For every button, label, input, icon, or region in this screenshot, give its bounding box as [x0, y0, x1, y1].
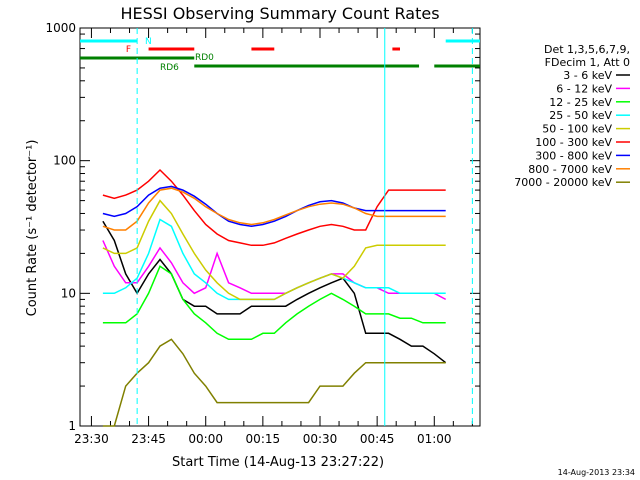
- y-tick-label: 10: [61, 286, 76, 300]
- y-axis-label: Count Rate (s⁻¹ detector⁻¹): [25, 140, 40, 317]
- y-tick-label: 1: [68, 419, 76, 433]
- legend-label: 25 - 50 keV: [549, 109, 612, 122]
- legend-header-line1: Det 1,3,5,6,7,9,: [544, 43, 630, 56]
- series-line-0: [102, 220, 447, 364]
- footer-timestamp: 14-Aug-2013 23:34: [558, 468, 635, 477]
- x-tick-label: 00:00: [188, 432, 223, 446]
- flag-label-f: F: [126, 45, 131, 55]
- x-tick-label: 23:45: [131, 432, 166, 446]
- y-axis-ticks: 1 10 100 1000: [45, 21, 480, 433]
- series-line-1: [102, 240, 447, 301]
- legend-label: 100 - 300 keV: [535, 136, 612, 149]
- series-line-4: [102, 199, 446, 301]
- y-tick-label: 100: [53, 154, 76, 168]
- legend-label: 7000 - 20000 keV: [514, 176, 612, 189]
- legend-label: 300 - 800 keV: [535, 149, 612, 162]
- series-line-8: [102, 338, 446, 427]
- x-tick-label: 00:15: [246, 432, 281, 446]
- legend-label: 50 - 100 keV: [542, 123, 612, 136]
- x-tick-label: 01:00: [417, 432, 452, 446]
- legend-label: 12 - 25 keV: [549, 96, 612, 109]
- series-line-2: [102, 265, 446, 341]
- x-tick-label: 00:30: [303, 432, 338, 446]
- series-line-5: [102, 168, 446, 247]
- plot-area: 1 10 100 1000 23:30 23:45 00:00 00:15 00:30 00:4…: [45, 21, 481, 446]
- x-tick-label: 23:30: [74, 432, 109, 446]
- flag-label-rd6: RD6: [160, 63, 179, 73]
- y-tick-label: 1000: [45, 21, 76, 35]
- series-line-7: [102, 187, 446, 231]
- chart-title: HESSI Observing Summary Count Rates: [120, 4, 439, 23]
- plot-frame: [79, 27, 481, 427]
- series-line-3: [102, 218, 446, 301]
- x-axis-ticks: 23:30 23:45 00:00 00:15 00:30 00:45 01:00: [74, 28, 473, 446]
- flag-label-rd0: RD0: [195, 53, 214, 63]
- x-axis-label: Start Time (14-Aug-13 23:27:22): [172, 455, 384, 470]
- legend-label: 6 - 12 keV: [556, 82, 612, 95]
- series-line-6: [102, 185, 446, 228]
- legend-header-line2: FDecim 1, Att 0: [545, 56, 630, 69]
- legend-label: 800 - 7000 keV: [528, 163, 612, 176]
- legend: Det 1,3,5,6,7,9, FDecim 1, Att 0 3 - 6 k…: [514, 43, 630, 189]
- series-lines: [102, 168, 447, 427]
- flag-label-n: N: [145, 37, 152, 47]
- vertical-markers: [136, 28, 473, 426]
- x-tick-label: 00:45: [360, 432, 395, 446]
- observation-flags: N F RD0 RD6: [80, 37, 480, 73]
- legend-label: 3 - 6 keV: [563, 69, 612, 82]
